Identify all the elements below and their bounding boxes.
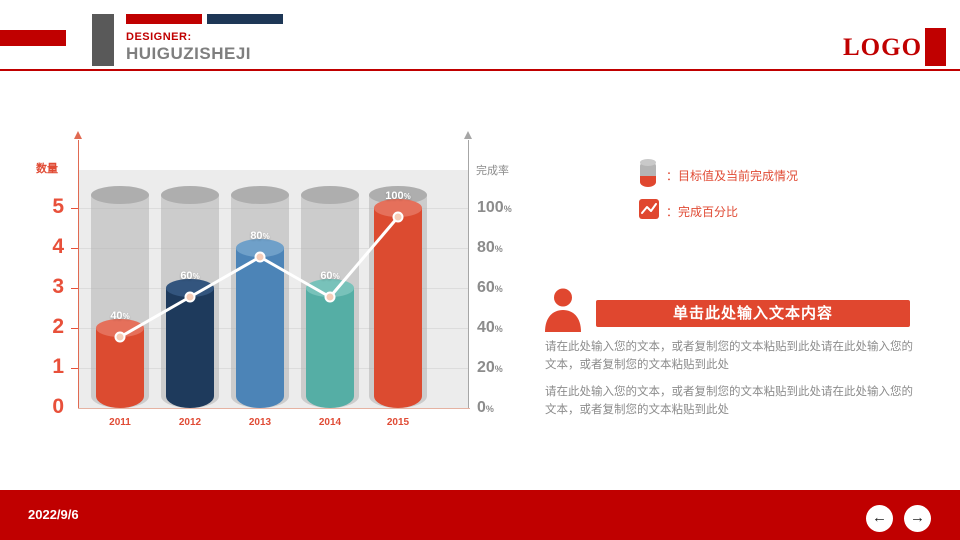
point-label-2014: 60% (320, 270, 340, 282)
value-bar-2014 (306, 279, 354, 408)
header-gray-block (92, 14, 114, 66)
left-tick-4: 4 (52, 235, 64, 258)
right-tick-60: 60% (477, 279, 503, 296)
content-paragraph-2: 请在此处输入您的文本，或者复制您的文本粘贴到此处请在此处输入您的文本，或者复制您… (545, 386, 913, 416)
left-tickmark (71, 368, 78, 369)
right-tick-20: 20% (477, 359, 503, 376)
point-label-2013: 80% (250, 230, 270, 242)
right-axis-arrow-icon (464, 131, 472, 139)
left-tick-1: 1 (52, 355, 64, 378)
designer-name: HUIGUZISHEJI (126, 44, 252, 63)
header-divider-line (0, 69, 960, 71)
footer-date: 2022/9/6 (28, 507, 79, 522)
point-label-2015: 100% (385, 190, 411, 202)
left-tickmark (71, 248, 78, 249)
right-axis-line (468, 140, 469, 408)
left-axis-arrow-icon (74, 131, 82, 139)
x-label-2013: 2013 (248, 417, 272, 428)
footer-bar (0, 490, 960, 540)
left-tick-0: 0 (52, 395, 64, 418)
x-axis-line (78, 408, 470, 409)
right-axis-title: 完成率 (476, 165, 509, 177)
content-banner-title: 单击此处输入文本内容 (596, 300, 910, 327)
logo-text: LOGO (843, 34, 923, 61)
legend-target-label: ：目标值及当前完成情况 (666, 169, 799, 183)
right-tick-0: 0% (477, 399, 494, 416)
header-left-accent-bar (0, 30, 66, 46)
value-bar-2012 (166, 279, 214, 408)
content-paragraph-1: 请在此处输入您的文本，或者复制您的文本粘贴到此处请在此处输入您的文本，或者复制您… (545, 341, 913, 371)
left-tick-2: 2 (52, 315, 64, 338)
value-bar-2015 (374, 199, 422, 408)
header-red-strip (126, 14, 202, 24)
right-tick-40: 40% (477, 319, 503, 336)
left-axis-title: 数量 (36, 163, 58, 175)
next-slide-button[interactable]: → (904, 505, 931, 532)
x-label-2015: 2015 (386, 417, 410, 428)
header-navy-strip (207, 14, 283, 24)
left-axis-line (78, 140, 79, 408)
x-label-2014: 2014 (318, 417, 342, 428)
value-bar-2013 (236, 239, 284, 408)
designer-label: DESIGNER: (126, 31, 192, 43)
left-tickmark (71, 288, 78, 289)
left-tick-5: 5 (52, 195, 64, 218)
logo-red-block (925, 28, 946, 66)
legend-cylinder-icon (640, 159, 656, 187)
right-tick-100: 100% (477, 199, 512, 216)
left-tick-3: 3 (52, 275, 64, 298)
legend-linechart-icon (639, 199, 659, 219)
x-label-2012: 2012 (178, 417, 202, 428)
left-tickmark (71, 208, 78, 209)
person-icon (545, 288, 581, 332)
right-tick-80: 80% (477, 239, 503, 256)
x-label-2011: 2011 (109, 417, 131, 428)
point-label-2012: 60% (180, 270, 200, 282)
prev-slide-button[interactable]: ← (866, 505, 893, 532)
left-tickmark (71, 328, 78, 329)
value-bar-2011 (96, 319, 144, 408)
point-label-2011: 40% (110, 310, 130, 322)
legend-percent-label: ：完成百分比 (666, 205, 739, 219)
